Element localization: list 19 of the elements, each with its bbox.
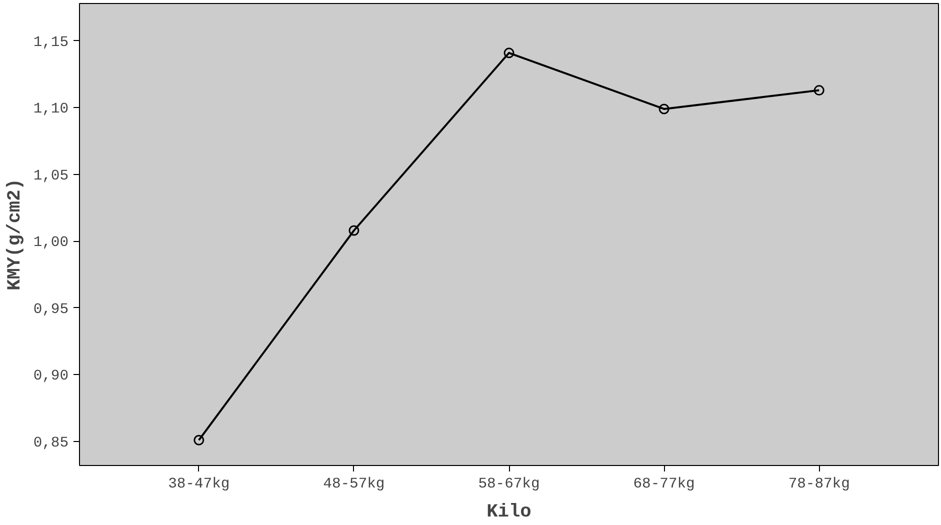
point — [814, 85, 824, 96]
x-tick-label: 78-87kg — [788, 476, 850, 492]
y-tick-label: 1,00 — [33, 235, 69, 252]
point — [348, 225, 360, 236]
x-tick-label: 38-47kg — [168, 476, 230, 492]
y-tick-label: 1,10 — [33, 102, 69, 118]
x-tick-label: 48-57kg — [323, 476, 385, 492]
point — [658, 104, 670, 114]
y-axis-title: KMY(g/cm2) — [3, 178, 26, 290]
y-tick-label: 0,95 — [33, 302, 69, 318]
y-tick-label: 0,85 — [33, 435, 69, 452]
point — [194, 434, 204, 446]
x-tick-label: 68-77kg — [633, 476, 695, 492]
y-tick-label: 1,15 — [33, 34, 69, 51]
x-tick-label: 58-67kg — [478, 476, 540, 492]
y-tick-label: 1,05 — [33, 168, 69, 184]
x-axis-title: Kilo — [486, 500, 532, 522]
point — [504, 48, 514, 58]
y-tick-label: 0,90 — [33, 368, 69, 385]
